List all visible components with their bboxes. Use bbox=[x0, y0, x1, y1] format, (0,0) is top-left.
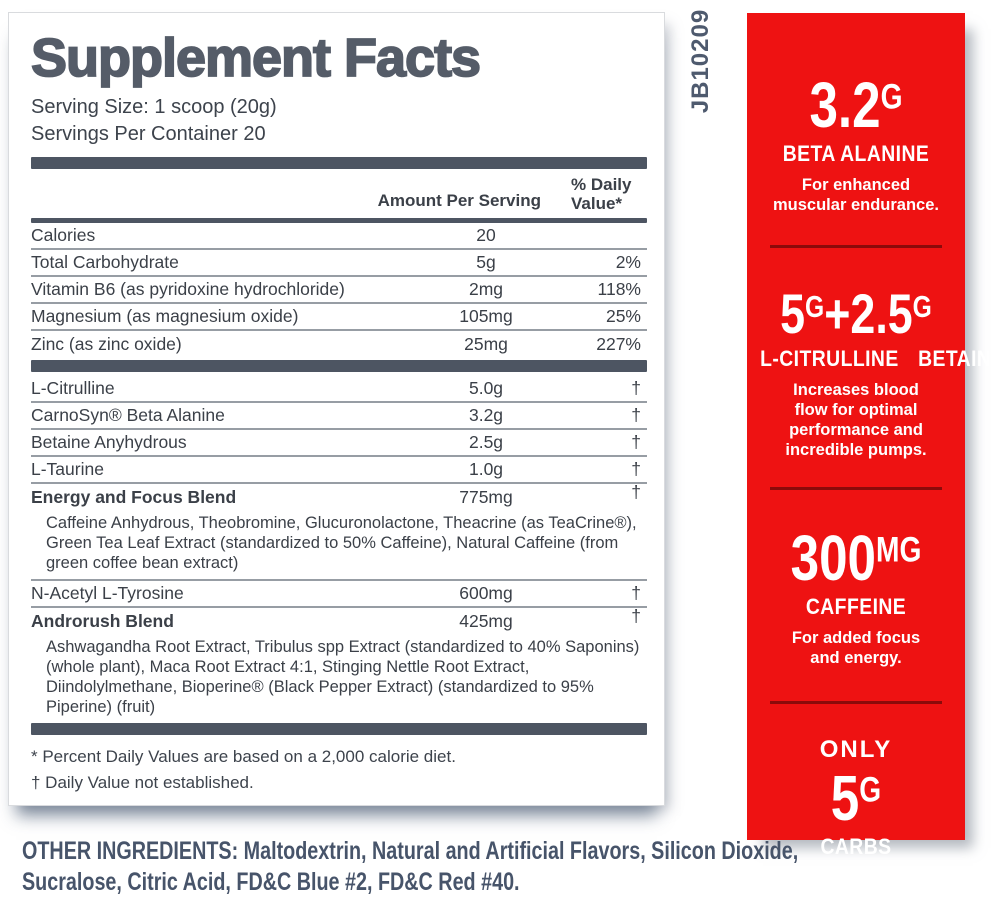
nutrient-name: Zinc (as zinc oxide) bbox=[31, 334, 182, 355]
unit-g: G bbox=[912, 288, 932, 324]
blend-amount: 425mg bbox=[459, 611, 513, 632]
nutrient-amount: 20 bbox=[476, 225, 496, 246]
divider-thick-bottom bbox=[31, 723, 647, 736]
nutrient-daily-value: 118% bbox=[597, 279, 641, 300]
unit-g: G bbox=[859, 770, 882, 810]
highlight-beta-alanine: 3.2G BETA ALANINE For enhanced muscular … bbox=[747, 13, 965, 215]
nutrient-name: Magnesium (as magnesium oxide) bbox=[31, 306, 299, 327]
nutrient-daily-value: 25% bbox=[605, 306, 641, 327]
daily-value-header-line2: Value* bbox=[571, 194, 623, 214]
caffeine-description: For added focus and energy. bbox=[791, 629, 921, 667]
daily-value-header: % Daily Value* bbox=[571, 175, 647, 213]
blend-name: Androrush Blend bbox=[31, 611, 174, 632]
blend-daily-value: † bbox=[631, 482, 641, 503]
batch-code: JB10209 bbox=[687, 8, 714, 114]
citrulline-betaine-amounts: 5G+2.5G bbox=[780, 282, 932, 345]
highlight-caffeine: 300MG CAFFEINE For added focus and energ… bbox=[747, 490, 965, 668]
nutrient-amount: 600mg bbox=[459, 583, 513, 604]
table-row: L-Citrulline 5.0g † bbox=[31, 376, 647, 404]
footnotes: * Percent Daily Values are based on a 2,… bbox=[31, 744, 647, 796]
table-row: N-Acetyl L-Tyrosine 600mg † bbox=[31, 581, 647, 609]
blend-ingredients: Caffeine Anhydrous, Theobromine, Glucuro… bbox=[31, 511, 647, 582]
unit-g: G bbox=[805, 288, 825, 324]
table-row: Total Carbohydrate 5g 2% bbox=[31, 250, 647, 278]
highlights-panel: 3.2G BETA ALANINE For enhanced muscular … bbox=[747, 13, 1000, 858]
serving-size-text: Serving Size: 1 scoop (20g) bbox=[31, 96, 277, 119]
nutrient-amount: 25mg bbox=[464, 334, 508, 355]
table-row: CarnoSyn® Beta Alanine 3.2g † bbox=[31, 403, 647, 431]
citrulline-betaine-labels: L-CITRULLINE BETAINE bbox=[760, 346, 1000, 371]
table-row: Androrush Blend 425mg † bbox=[31, 606, 647, 635]
beta-alanine-label: BETA ALANINE bbox=[782, 141, 930, 166]
daily-value-header-line1: % Daily bbox=[571, 175, 632, 195]
supplement-facts-panel: Supplement Facts Serving Size: 1 scoop (… bbox=[8, 12, 665, 806]
table-row: Betaine Anyhydrous 2.5g † bbox=[31, 430, 647, 458]
unit-mg: MG bbox=[876, 530, 922, 570]
nutrient-daily-value: † bbox=[631, 378, 641, 399]
nutrient-daily-value: † bbox=[631, 432, 641, 453]
nutrient-amount: 2mg bbox=[468, 279, 504, 300]
beta-alanine-amount: 3.2G bbox=[809, 69, 903, 141]
supplement-facts-title: Supplement Facts bbox=[30, 27, 482, 89]
divider-medium-header bbox=[31, 218, 647, 224]
beta-alanine-description: For enhanced muscular endurance. bbox=[773, 176, 939, 214]
carbs-amount: 5G bbox=[830, 762, 882, 834]
nutrient-daily-value: † bbox=[631, 459, 641, 480]
nutrient-daily-value: † bbox=[631, 405, 641, 426]
table-row: Magnesium (as magnesium oxide) 105mg 25% bbox=[31, 304, 647, 332]
nutrient-name: Betaine Anyhydrous bbox=[31, 432, 187, 453]
blend-amount: 775mg bbox=[459, 487, 513, 508]
nutrient-amount: 3.2g bbox=[468, 405, 504, 426]
caffeine-amount: 300MG bbox=[790, 522, 922, 594]
nutrient-amount: 5.0g bbox=[468, 378, 504, 399]
table-row: Calories 20 bbox=[31, 223, 647, 251]
highlight-divider bbox=[770, 245, 942, 248]
table-row: Energy and Focus Blend 775mg † bbox=[31, 482, 647, 511]
nutrient-amount: 105mg bbox=[459, 306, 513, 327]
servings-per-container-text: Servings Per Container 20 bbox=[31, 123, 266, 146]
nutrient-name: Calories bbox=[31, 225, 96, 246]
citrulline-betaine-description: Increases blood flow for optimal perform… bbox=[785, 381, 927, 459]
other-ingredients: OTHER INGREDIENTS: Maltodextrin, Natural… bbox=[22, 836, 799, 898]
highlight-citrulline-betaine: 5G+2.5G L-CITRULLINE BETAINE Increases bl… bbox=[747, 248, 1000, 460]
nutrient-name: L-Taurine bbox=[31, 459, 104, 480]
footnote-dagger: † Daily Value not established. bbox=[31, 773, 254, 793]
nutrient-amount: 5g bbox=[476, 252, 496, 273]
blend-daily-value: † bbox=[631, 606, 641, 627]
nutrient-name: L-Citrulline bbox=[31, 378, 115, 399]
nutrient-name: Vitamin B6 (as pyridoxine hydrochloride) bbox=[31, 279, 345, 300]
table-row: L-Taurine 1.0g † bbox=[31, 457, 647, 485]
carbs-only-label: ONLY bbox=[819, 736, 893, 763]
blend-ingredients: Ashwagandha Root Extract, Tribulus spp E… bbox=[46, 638, 640, 717]
nutrient-daily-value: † bbox=[631, 583, 641, 604]
divider-thick-top bbox=[31, 157, 647, 170]
nutrient-daily-value: 227% bbox=[596, 334, 641, 355]
nutrient-name: CarnoSyn® Beta Alanine bbox=[31, 405, 225, 426]
caffeine-label: CAFFEINE bbox=[805, 594, 907, 619]
carbs-label: CARBS bbox=[820, 834, 892, 859]
highlight-divider bbox=[770, 701, 942, 704]
unit-g: G bbox=[880, 77, 903, 117]
nutrient-daily-value: 2% bbox=[615, 252, 641, 273]
nutrient-amount: 2.5g bbox=[468, 432, 504, 453]
highlight-carbs: ONLY 5G CARBS bbox=[747, 704, 965, 858]
blend-name: Energy and Focus Blend bbox=[31, 487, 237, 508]
other-ingredients-line2: Sucralose, Citric Acid, FD&C Blue #2, FD… bbox=[22, 868, 520, 896]
footnote-percent-dv: * Percent Daily Values are based on a 2,… bbox=[31, 747, 456, 767]
nutrient-amount: 1.0g bbox=[468, 459, 504, 480]
highlight-divider bbox=[770, 487, 942, 490]
table-row: Zinc (as zinc oxide) 25mg 227% bbox=[31, 331, 647, 358]
amount-per-serving-header: Amount Per Serving bbox=[377, 191, 541, 211]
nutrient-name: Total Carbohydrate bbox=[31, 252, 179, 273]
nutrient-name: N-Acetyl L-Tyrosine bbox=[31, 583, 184, 604]
other-ingredients-line1: OTHER INGREDIENTS: Maltodextrin, Natural… bbox=[22, 837, 799, 865]
divider-thick-middle bbox=[31, 360, 647, 373]
table-row: Vitamin B6 (as pyridoxine hydrochloride)… bbox=[31, 277, 647, 305]
table-header: Amount Per Serving % Daily Value* bbox=[31, 169, 647, 218]
